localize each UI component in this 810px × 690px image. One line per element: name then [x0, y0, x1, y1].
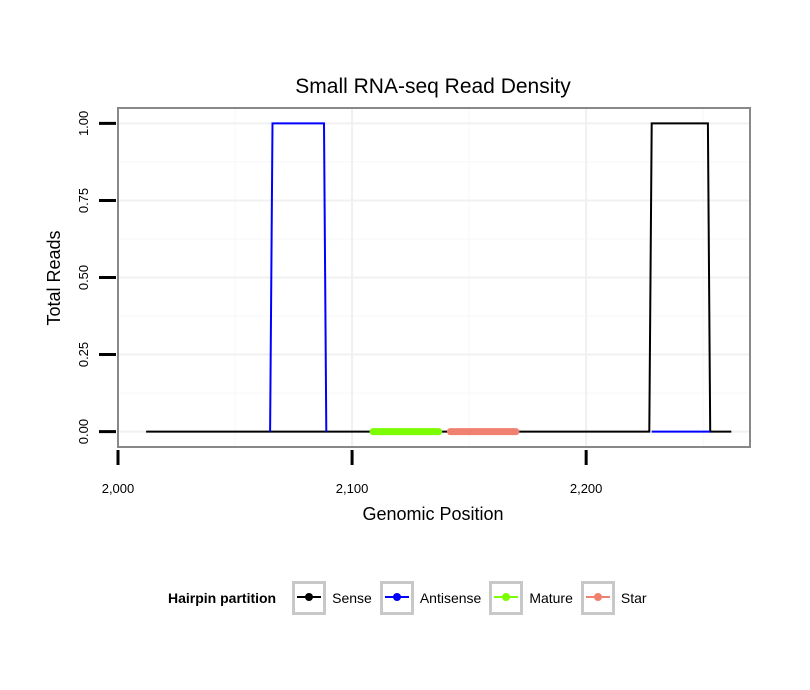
series-layer: [146, 122, 732, 436]
legend-label-sense: Sense: [332, 590, 372, 606]
legend-dot-icon: [502, 593, 511, 601]
legend-key-antisense: [379, 581, 414, 615]
legend-key-sense: [292, 581, 327, 615]
panel-border: [117, 107, 751, 448]
legend-item-antisense: Antisense: [379, 581, 482, 615]
y-axis: 0.00 0.25 0.50 0.75 1.00: [76, 111, 116, 444]
grid: [118, 108, 750, 447]
legend-key-mature: [489, 581, 524, 615]
legend: Hairpin partition Sense Antisense Mature…: [168, 577, 655, 619]
legend-item-mature: Mature: [489, 581, 573, 615]
series-antisense: [269, 122, 328, 432]
y-tick-label: 0.00: [76, 419, 91, 444]
legend-dot-icon: [392, 593, 401, 601]
legend-label-antisense: Antisense: [419, 590, 482, 606]
x-axis: 2,000 2,100 2,200: [102, 450, 603, 496]
y-axis-label: Total Reads: [44, 230, 64, 325]
y-tick-label: 0.75: [76, 188, 91, 213]
x-tick-label: 2,000: [102, 481, 135, 496]
y-tick-label: 0.50: [76, 265, 91, 290]
legend-label-mature: Mature: [529, 590, 573, 606]
y-tick-label: 0.25: [76, 342, 91, 367]
x-tick-label: 2,100: [336, 481, 369, 496]
legend-label-star: Star: [620, 590, 647, 606]
legend-dot-icon: [593, 593, 602, 601]
legend-item-sense: Sense: [292, 581, 372, 615]
series-sense: [146, 122, 732, 433]
legend-key-star: [580, 581, 615, 615]
y-tick-label: 1.00: [76, 111, 91, 136]
chart-title: Small RNA-seq Read Density: [295, 75, 571, 98]
legend-dot-icon: [305, 593, 314, 601]
chart: Small RNA-seq Read Density 2,000 2,100 2,2…: [44, 75, 751, 524]
legend-title: Hairpin partition: [168, 590, 277, 606]
legend-item-star: Star: [580, 581, 647, 615]
x-tick-label: 2,200: [570, 481, 603, 496]
x-axis-label: Genomic Position: [362, 504, 503, 524]
